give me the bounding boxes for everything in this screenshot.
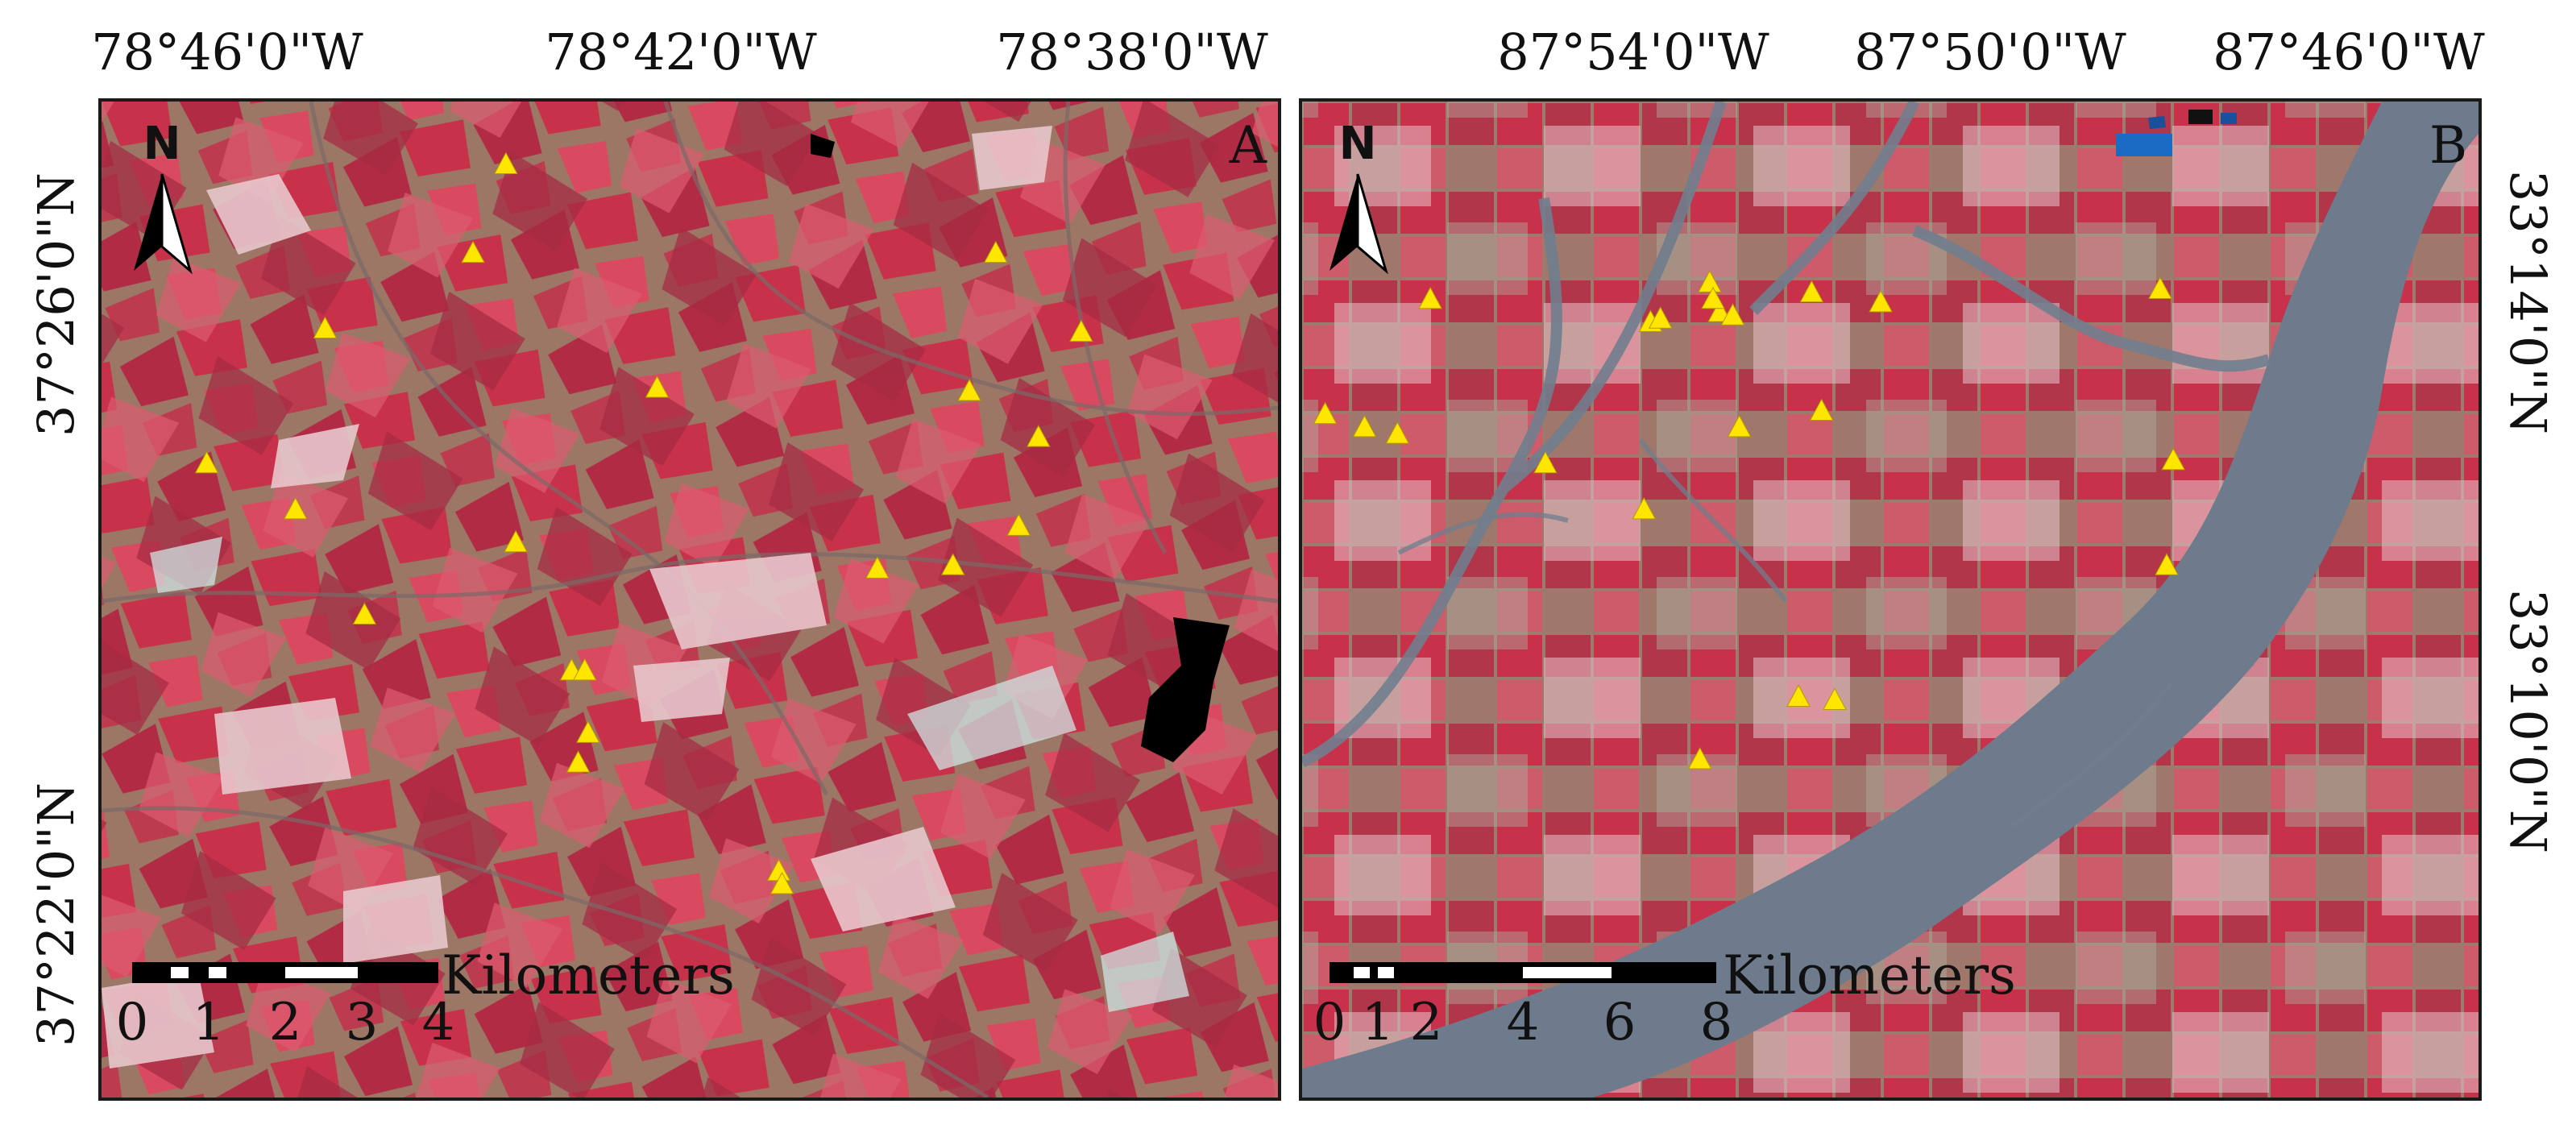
panel-a-lat-label-2: 37°22'0"N (27, 782, 85, 1048)
north-arrow-b-label: N (1338, 118, 1377, 170)
panel-b-lon-label-2: 87°50'0"W (1854, 23, 2126, 81)
north-arrow-a-label: N (143, 118, 181, 170)
panel-b-imagery (1302, 102, 2479, 1098)
panel-a-lat-label-1: 37°26'0"N (27, 172, 85, 438)
panel-a-lon-label-3: 78°38'0"W (996, 23, 1268, 81)
scale-a-tick-0: 0 (115, 993, 149, 1052)
scale-a-tick-2: 2 (268, 993, 302, 1052)
panel-a-map: A N Kilometers 0 1 2 3 4 (98, 98, 1281, 1101)
scale-b-tick-2: 2 (1409, 993, 1443, 1052)
scale-b-tick-1: 1 (1361, 993, 1395, 1052)
panel-b-lat-label-1: 33°14'0"N (2499, 169, 2557, 435)
panel-a-lon-label-2: 78°42'0"W (545, 23, 817, 81)
panel-a-letter: A (1229, 116, 1267, 176)
scale-b-tick-8: 8 (1699, 993, 1733, 1052)
panel-b-lon-label-1: 87°54'0"W (1497, 23, 1769, 81)
scale-a-tick-4: 4 (421, 993, 455, 1052)
north-arrow-icon (134, 173, 193, 275)
panel-b-letter: B (2429, 116, 2467, 176)
scale-b-tick-0: 0 (1313, 993, 1346, 1052)
scale-a-unit: Kilometers (442, 944, 735, 1006)
scale-bar-b-graphic (1329, 962, 1716, 983)
panel-b-lon-label-3: 87°46'0"W (2213, 23, 2485, 81)
scale-a-tick-3: 3 (345, 993, 379, 1052)
panel-a-imagery (102, 102, 1278, 1098)
north-arrow-icon (1329, 173, 1388, 275)
scale-bar-a-graphic (132, 962, 438, 983)
panel-a-lon-label-1: 78°46'0"W (91, 23, 363, 81)
scale-bar-a: Kilometers 0 1 2 3 4 (116, 944, 735, 1069)
scale-bar-b: Kilometers 0 1 2 4 6 8 (1313, 944, 2016, 1069)
scale-b-tick-4: 4 (1506, 993, 1540, 1052)
north-arrow-a: N (118, 118, 206, 287)
panel-b-map: B N Kilometers 0 1 2 4 6 8 (1299, 98, 2482, 1101)
panel-b-lat-label-2: 33°10'0"N (2499, 588, 2557, 854)
scale-b-tick-6: 6 (1603, 993, 1636, 1052)
scale-a-tick-1: 1 (192, 993, 226, 1052)
north-arrow-b: N (1313, 118, 1402, 287)
scale-b-unit: Kilometers (1723, 944, 2016, 1006)
